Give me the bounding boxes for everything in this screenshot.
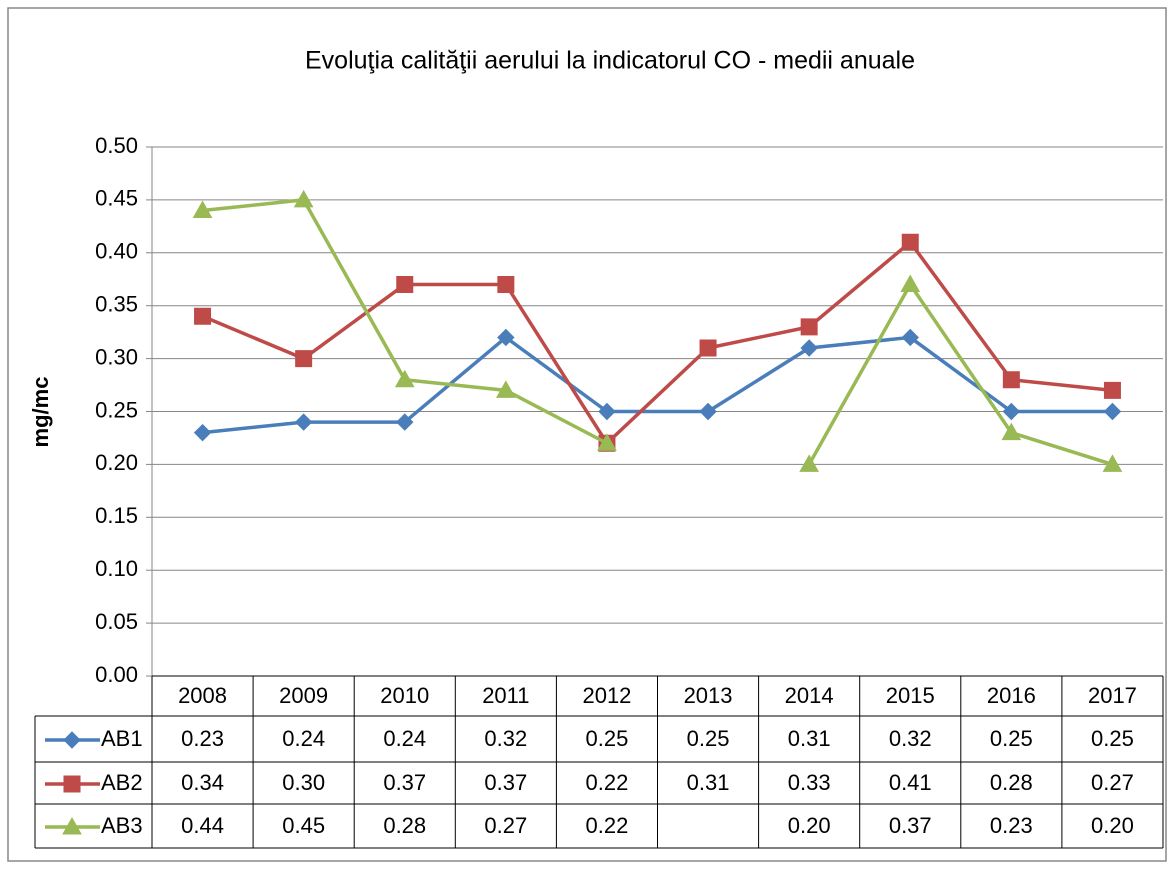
data-point	[699, 339, 717, 357]
x-tick-label: 2010	[380, 683, 429, 708]
table-value: 0.33	[788, 770, 831, 795]
x-tick-label: 2015	[886, 683, 935, 708]
data-point	[497, 276, 515, 294]
data-point	[294, 413, 313, 431]
data-point	[293, 189, 314, 208]
data-point	[295, 350, 313, 368]
data-point	[495, 380, 516, 398]
data-point	[396, 276, 414, 294]
y-tick-label: 0.45	[95, 186, 138, 211]
x-tick-label: 2008	[178, 683, 227, 708]
table-value: 0.22	[586, 813, 629, 838]
data-point	[1103, 381, 1121, 399]
data-point	[192, 200, 213, 218]
legend-label: AB1	[101, 726, 143, 751]
table-value: 0.20	[1091, 813, 1134, 838]
data-point	[1001, 422, 1022, 441]
table-value: 0.37	[383, 770, 426, 795]
table-value: 0.25	[687, 726, 730, 751]
x-tick-label: 2017	[1088, 683, 1137, 708]
data-point	[901, 233, 919, 251]
data-point	[1002, 371, 1020, 389]
data-point	[901, 328, 919, 347]
y-tick-label: 0.40	[95, 239, 138, 264]
data-point	[497, 328, 515, 347]
y-tick-label: 0.10	[95, 556, 138, 581]
y-tick-label: 0.05	[95, 609, 138, 634]
chart-title: Evoluţia calităţii aerului la indicatoru…	[305, 47, 915, 75]
table-value: 0.37	[484, 770, 527, 795]
legend-marker	[63, 775, 81, 793]
data-point	[699, 402, 717, 421]
data-point	[1002, 402, 1021, 421]
table-value: 0.31	[687, 770, 730, 795]
table-value: 0.44	[181, 813, 224, 838]
legend-label: AB3	[101, 813, 143, 838]
x-tick-label: 2016	[987, 683, 1036, 708]
table-value: 0.34	[181, 770, 224, 795]
legend-marker	[62, 816, 82, 835]
y-tick-label: 0.15	[95, 503, 138, 528]
x-tick-label: 2009	[279, 683, 328, 708]
data-point	[598, 402, 616, 421]
data-point	[394, 369, 415, 388]
legend-marker	[63, 731, 81, 749]
legend-label: AB2	[101, 770, 143, 795]
data-point	[597, 433, 617, 451]
table-value: 0.25	[990, 726, 1033, 751]
table-value: 0.25	[1091, 726, 1134, 751]
table-value: 0.32	[484, 726, 527, 751]
table-value: 0.23	[181, 726, 224, 751]
data-point	[800, 339, 818, 357]
table-value: 0.24	[282, 726, 325, 751]
table-value: 0.28	[383, 813, 426, 838]
data-point	[194, 307, 212, 325]
table-value: 0.23	[990, 813, 1033, 838]
data-point	[396, 413, 414, 431]
table-value: 0.31	[788, 726, 831, 751]
data-point	[799, 454, 820, 472]
x-tick-label: 2011	[482, 683, 529, 708]
data-point	[193, 423, 212, 442]
table-value: 0.25	[586, 726, 629, 751]
table-value: 0.27	[1091, 770, 1134, 795]
table-value: 0.22	[586, 770, 629, 795]
data-point	[1103, 402, 1122, 421]
table-value: 0.27	[484, 813, 527, 838]
table-value: 0.28	[990, 770, 1033, 795]
table-value: 0.30	[282, 770, 325, 795]
table-value: 0.20	[788, 813, 831, 838]
data-point	[900, 274, 921, 293]
y-tick-label: 0.25	[95, 397, 138, 422]
data-point	[1102, 454, 1123, 472]
table-value: 0.37	[889, 813, 932, 838]
series-line	[202, 335, 1113, 435]
data-point	[800, 318, 818, 336]
x-tick-label: 2013	[684, 683, 733, 708]
y-tick-label: 0.30	[95, 344, 138, 369]
y-axis-label: mg/mc	[28, 377, 53, 448]
y-tick-label: 0.35	[95, 292, 138, 317]
y-tick-label: 0.50	[95, 133, 138, 158]
y-tick-label: 0.00	[95, 662, 138, 687]
table-value: 0.45	[282, 813, 325, 838]
table-value: 0.32	[889, 726, 932, 751]
series-line	[201, 240, 1113, 445]
x-tick-label: 2012	[582, 683, 631, 708]
y-tick-label: 0.20	[95, 450, 138, 475]
x-tick-label: 2014	[785, 683, 834, 708]
table-value: 0.24	[383, 726, 426, 751]
table-value: 0.41	[889, 770, 932, 795]
